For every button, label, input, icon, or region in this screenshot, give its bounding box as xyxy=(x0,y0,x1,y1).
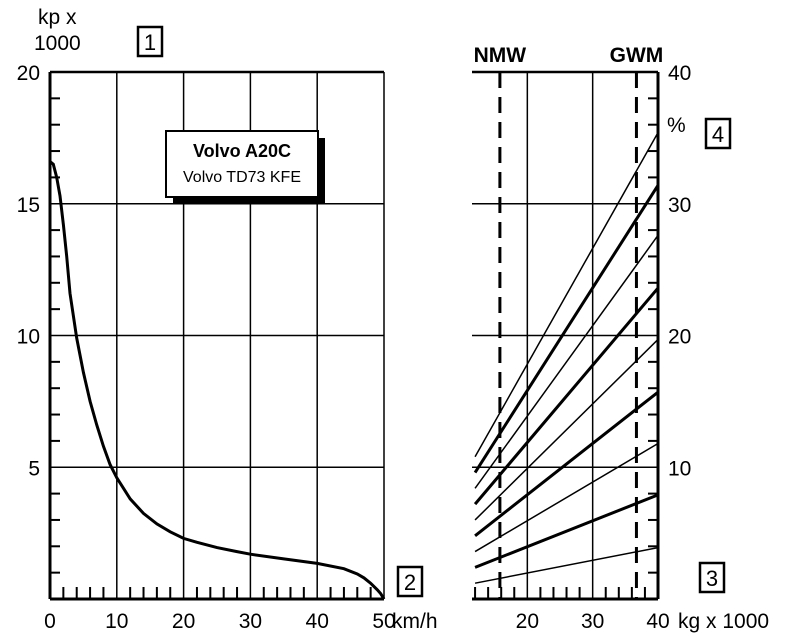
svg-text:2: 2 xyxy=(404,570,416,595)
left-x-tick-label: 30 xyxy=(239,610,262,633)
svg-text:3: 3 xyxy=(706,566,718,591)
left-x-tick-label: 10 xyxy=(105,610,128,633)
grade-lines xyxy=(473,132,660,584)
rimpull-speed-panel: 0 10 20 30 40 50 5 10 15 20 kp x 1000 1 2 Volvo A… xyxy=(17,6,438,633)
left-minor-ticks xyxy=(50,97,372,599)
grade-line xyxy=(474,546,659,584)
legend-subtitle: Volvo TD73 KFE xyxy=(183,169,301,186)
right-x-tick-label: 30 xyxy=(581,610,604,633)
grade-tick-label: 20 xyxy=(668,326,691,349)
reference-line-label: NMW xyxy=(474,44,527,67)
left-y-tick-label: 10 xyxy=(17,326,40,349)
box-number-2: 2 xyxy=(396,565,424,598)
grade-line xyxy=(474,338,659,521)
y-axis-label-line2: 1000 xyxy=(34,32,81,55)
grade-line xyxy=(473,287,660,506)
left-y-tick-label: 15 xyxy=(17,194,40,217)
svg-text:4: 4 xyxy=(712,122,724,147)
left-x-tick-label: 40 xyxy=(306,610,329,633)
y-axis-label-line1: kp x xyxy=(38,6,77,29)
right-x-tick-label: 20 xyxy=(516,610,539,633)
rimpull-curve xyxy=(49,160,386,600)
machine-legend: Volvo A20C Volvo TD73 KFE xyxy=(165,130,325,204)
right-grid xyxy=(472,70,658,599)
grade-line xyxy=(474,493,659,569)
left-x-tick-label: 50 xyxy=(372,610,395,633)
left-y-tick-label: 5 xyxy=(28,457,40,480)
right-minor-ticks xyxy=(474,97,658,599)
grade-line xyxy=(474,442,659,553)
left-y-tick-label: 20 xyxy=(17,62,40,85)
grade-line xyxy=(474,390,659,537)
right-tick-labels: 20 30 40 10 20 30 40 xyxy=(516,62,692,633)
x-axis-label-speed: km/h xyxy=(392,610,438,633)
reference-line-label: GWM xyxy=(610,44,664,67)
box-number-1: 1 xyxy=(136,25,164,58)
grade-tick-label: 40 xyxy=(668,62,691,85)
grade-line xyxy=(474,132,659,458)
box-number-4: 4 xyxy=(704,117,732,150)
grade-mass-panel: NMW GWM 20 30 40 10 20 30 40 % 4 3 kg x 1000 xyxy=(472,44,769,633)
right-x-tick-label: 40 xyxy=(646,610,669,633)
left-x-tick-label: 20 xyxy=(172,610,195,633)
weight-reference-lines: NMW GWM xyxy=(474,44,664,599)
left-x-tick-label: 0 xyxy=(44,610,56,633)
left-tick-labels: 0 10 20 30 40 50 5 10 15 20 xyxy=(17,62,396,633)
box-number-3: 3 xyxy=(698,561,726,594)
svg-text:1: 1 xyxy=(144,30,156,55)
grade-tick-label: 10 xyxy=(668,457,691,480)
legend-title: Volvo A20C xyxy=(193,141,291,161)
grade-percent-label: % xyxy=(667,114,686,137)
grade-tick-label: 30 xyxy=(668,194,691,217)
x-axis-label-mass: kg x 1000 xyxy=(678,610,769,633)
grade-line xyxy=(473,184,660,474)
grade-line xyxy=(474,234,659,489)
